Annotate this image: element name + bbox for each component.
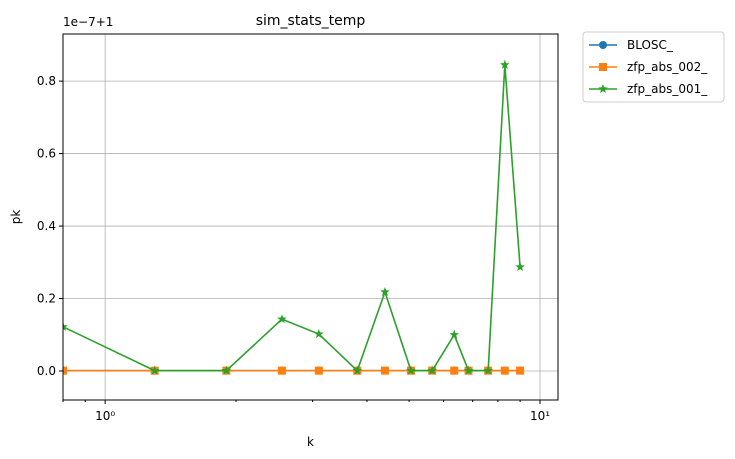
x-tick-label: 10⁰ xyxy=(95,409,115,423)
plot-series xyxy=(63,59,525,375)
data-point xyxy=(63,321,68,331)
data-point xyxy=(277,314,287,324)
series-1 xyxy=(63,366,525,375)
data-point xyxy=(63,366,67,375)
data-point xyxy=(483,365,493,375)
y-tick-label: 0.6 xyxy=(37,147,56,161)
y-tick-label: 0.0 xyxy=(37,364,56,378)
data-point xyxy=(463,365,474,375)
data-point xyxy=(380,366,389,375)
y-axis-label: pk xyxy=(9,210,23,225)
legend-item: zfp_abs_001_ xyxy=(589,82,708,96)
legend-marker xyxy=(598,84,608,94)
legend-label: zfp_abs_002_ xyxy=(627,60,708,74)
y-offset-text: 1e−7+1 xyxy=(63,15,113,29)
data-point xyxy=(515,262,525,272)
data-point xyxy=(314,329,324,339)
x-axis-label: k xyxy=(307,435,314,449)
legend-item: zfp_abs_002_ xyxy=(589,60,708,74)
legend: BLOSC_ zfp_abs_002_ zfp_abs_001_ xyxy=(582,31,725,103)
data-point xyxy=(449,329,459,339)
data-point xyxy=(427,365,437,375)
series-2 xyxy=(63,59,525,375)
data-point xyxy=(516,366,525,375)
data-point xyxy=(277,366,286,375)
data-point xyxy=(352,365,363,375)
chart-title: sim_stats_temp xyxy=(256,13,366,29)
plot-frame xyxy=(62,33,559,401)
data-point xyxy=(406,365,416,375)
legend-label: zfp_abs_001_ xyxy=(627,82,708,96)
data-point xyxy=(500,59,510,69)
legend-marker xyxy=(599,41,607,49)
legend-box xyxy=(582,31,725,103)
y-tick-label: 0.2 xyxy=(37,292,56,306)
legend-label: BLOSC_ xyxy=(627,38,674,52)
x-tick-label: 10¹ xyxy=(530,409,550,423)
legend-item: BLOSC_ xyxy=(589,38,674,52)
legend-marker xyxy=(599,63,607,71)
data-point xyxy=(450,366,459,375)
data-point xyxy=(314,366,323,375)
data-point xyxy=(380,287,390,297)
series-line xyxy=(63,64,521,373)
y-tick-label: 0.8 xyxy=(37,74,56,88)
data-point xyxy=(500,366,509,375)
data-point xyxy=(149,365,160,375)
grid xyxy=(63,34,558,400)
axis-ticks: 0.0 0.2 0.4 0.6 0.8 10⁰ 10¹ xyxy=(37,74,550,423)
data-point xyxy=(221,365,232,375)
y-tick-label: 0.4 xyxy=(37,219,56,233)
